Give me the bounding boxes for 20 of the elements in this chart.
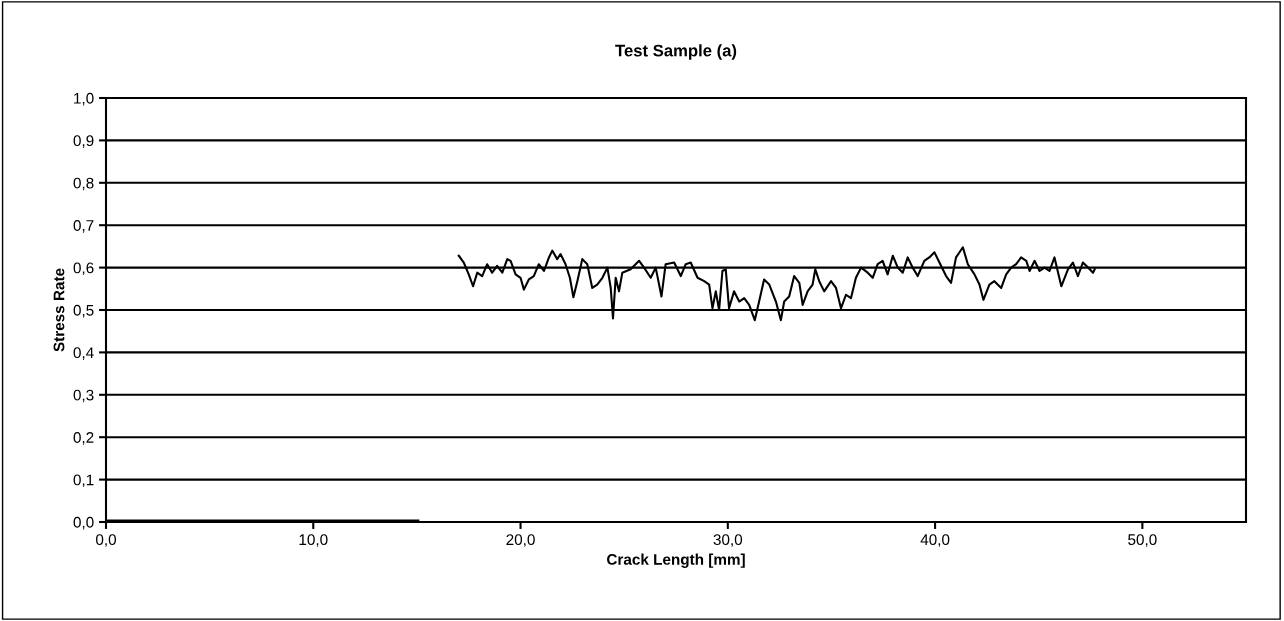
- y-tick-label: 0,0: [73, 516, 94, 530]
- x-tick-label: 30,0: [713, 534, 743, 547]
- x-axis-title: Crack Length [mm]: [607, 553, 745, 568]
- y-tick-label: 0,2: [73, 432, 94, 445]
- y-axis-title: Stress Rate: [53, 268, 65, 352]
- x-tick-label: 0,0: [95, 534, 117, 547]
- y-tick-label: 0,8: [73, 177, 94, 191]
- x-tick-label: 10,0: [299, 534, 328, 547]
- y-tick-label: 0,9: [73, 135, 94, 148]
- y-tick-label: 1,0: [74, 92, 94, 106]
- x-tick-label: 40,0: [920, 534, 950, 547]
- chart-title: Test Sample (a): [615, 44, 737, 60]
- x-tick-label: 50,0: [1128, 534, 1157, 547]
- y-tick-label: 0,4: [73, 347, 94, 360]
- y-tick-label: 0,1: [73, 474, 94, 488]
- y-tick-label: 0,6: [73, 262, 94, 276]
- x-tick-label: 20,0: [506, 534, 535, 547]
- y-tick-label: 0,7: [73, 220, 94, 233]
- y-tick-label: 0,5: [73, 304, 94, 318]
- y-tick-label: 0,3: [73, 389, 94, 403]
